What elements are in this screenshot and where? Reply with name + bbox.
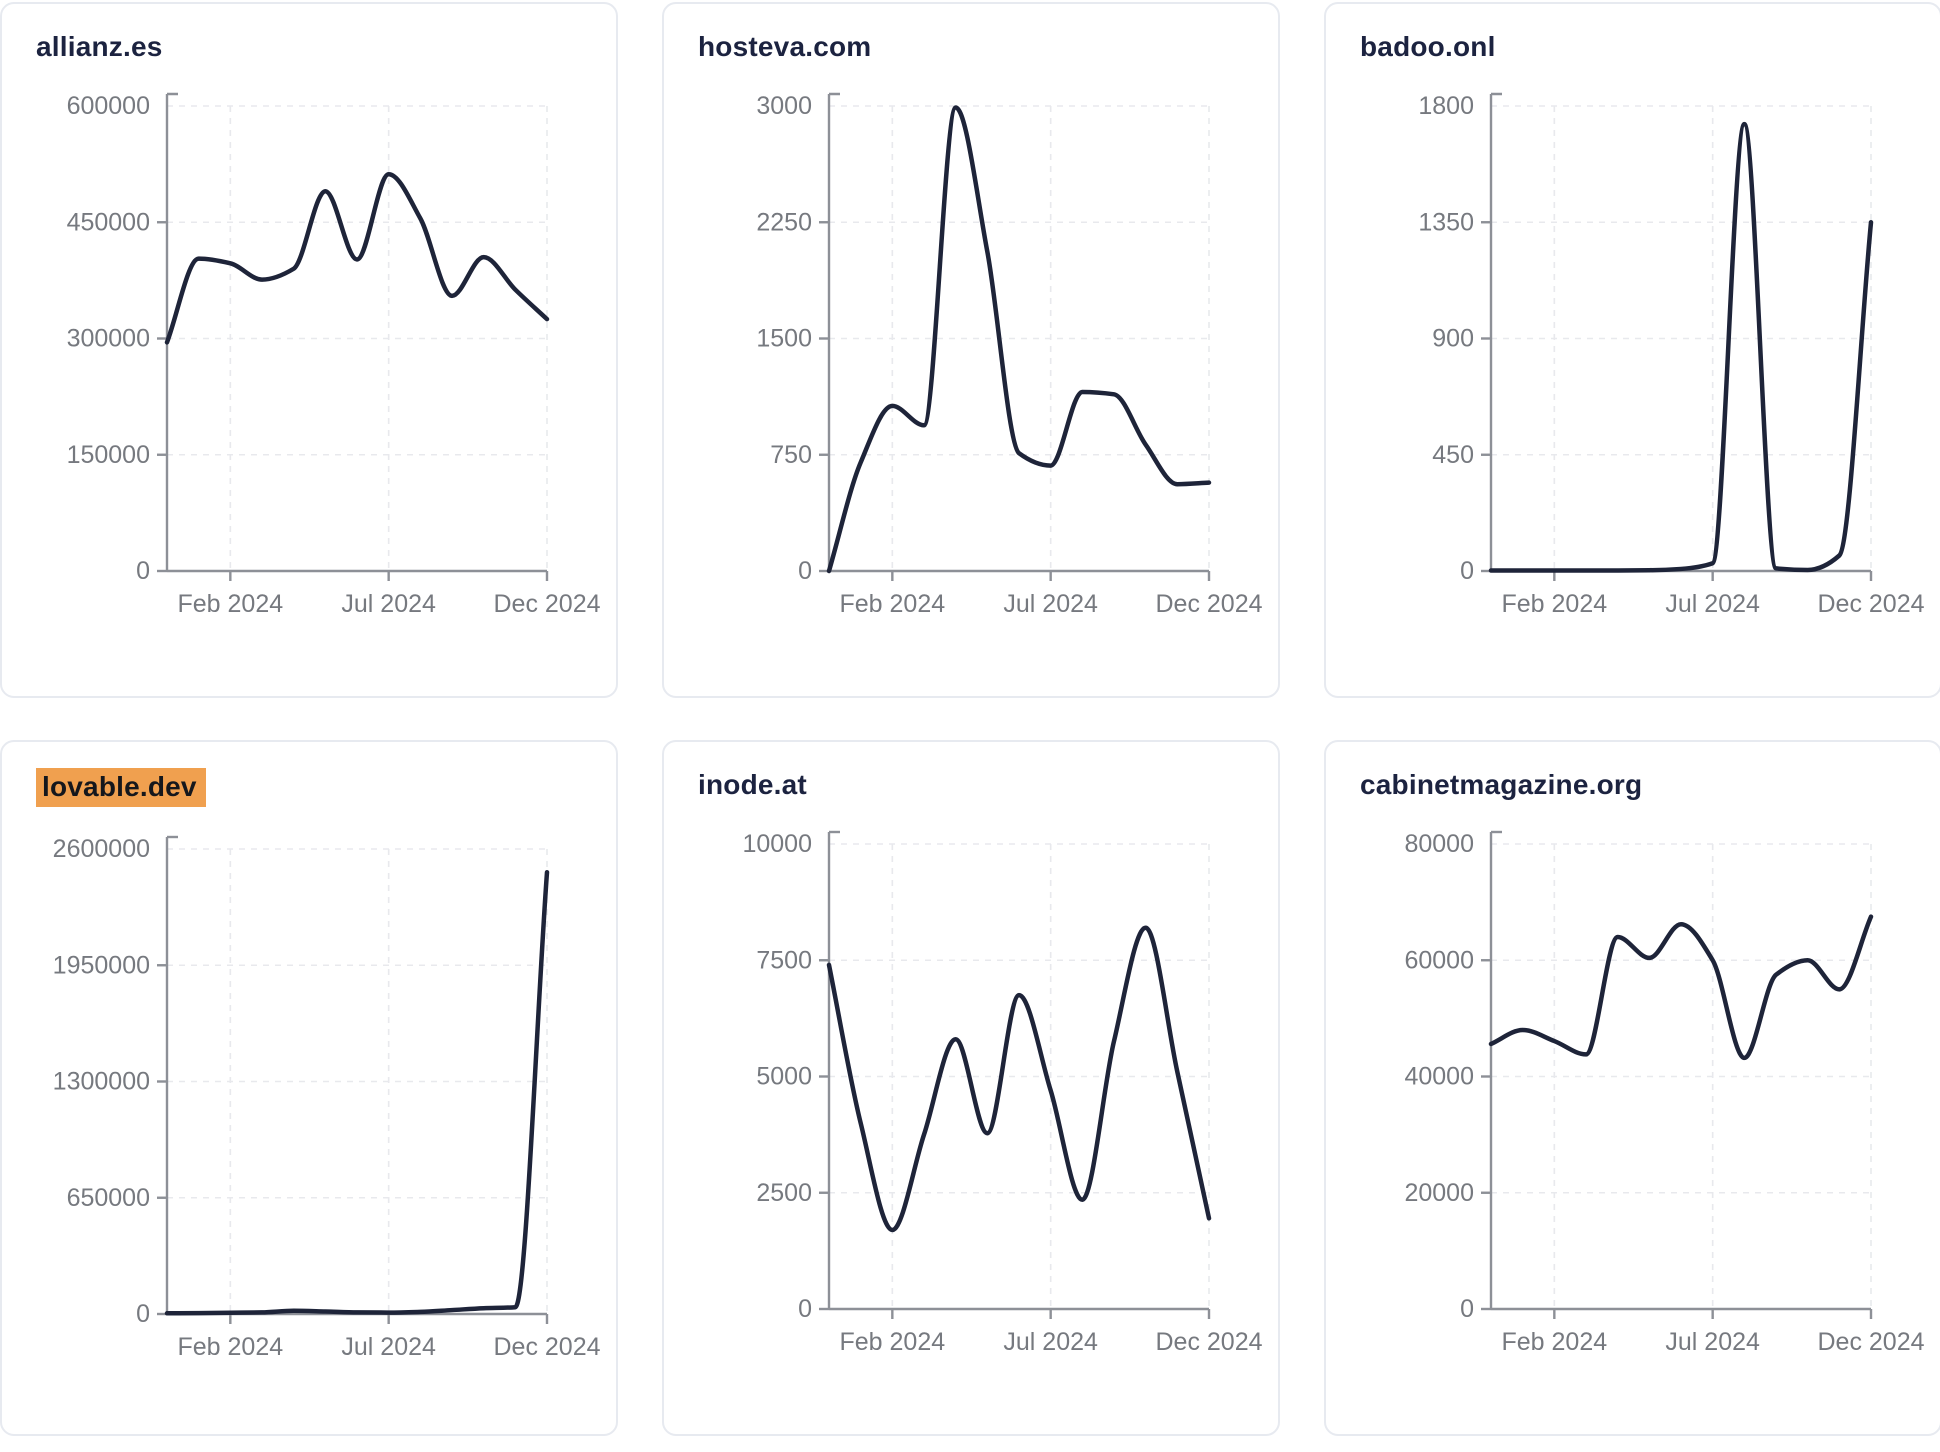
y-tick-label: 300000 bbox=[67, 325, 150, 353]
y-tick-label: 1800 bbox=[1418, 92, 1474, 120]
x-tick-label: Feb 2024 bbox=[1502, 1328, 1608, 1356]
traffic-line-chart[interactable]: 0 750 1500 2250 3000 Feb 2024 Jul 2024 Dec 2024 bbox=[664, 66, 1280, 672]
x-tick-label: Dec 2024 bbox=[1155, 590, 1262, 618]
series-line bbox=[1488, 121, 1874, 573]
x-tick-label: Jul 2024 bbox=[341, 1333, 436, 1361]
series-line bbox=[826, 105, 1212, 574]
axis-labels: 0 2500 5000 7500 10000 Feb 2024 Jul 2024 Dec 20… bbox=[742, 830, 1262, 1356]
x-tick-label: Feb 2024 bbox=[840, 1328, 946, 1356]
chart-title: allianz.es bbox=[36, 31, 163, 62]
y-tick-label: 450000 bbox=[67, 208, 150, 236]
traffic-line-chart[interactable]: 0 2500 5000 7500 10000 Feb 2024 Jul 2024 Dec 20… bbox=[664, 804, 1280, 1410]
axes bbox=[157, 835, 549, 1324]
y-tick-label: 650000 bbox=[67, 1184, 150, 1212]
y-tick-label: 0 bbox=[1460, 557, 1474, 585]
y-tick-label: 600000 bbox=[67, 92, 150, 120]
chart-title-row: badoo.onl bbox=[1326, 4, 1940, 64]
y-tick-label: 20000 bbox=[1404, 1179, 1474, 1207]
y-tick-label: 1300000 bbox=[53, 1068, 150, 1096]
chart-card-lovable-dev: lovable.dev 0 650000 1300000 1950000 2600000… bbox=[0, 740, 618, 1436]
chart-title-row: allianz.es bbox=[2, 4, 616, 64]
x-tick-label: Jul 2024 bbox=[1003, 590, 1098, 618]
chart-card-inode-at: inode.at 0 2500 5000 7500 10000 Feb 2024 Jul 2… bbox=[662, 740, 1280, 1436]
chart-title-row: hosteva.com bbox=[664, 4, 1278, 64]
axis-labels: 0 750 1500 2250 3000 Feb 2024 Jul 2024 Dec 2024 bbox=[756, 92, 1262, 618]
chart-card-badoo-onl: badoo.onl 0 450 900 1350 1800 Feb 2024 Jul 202… bbox=[1324, 2, 1940, 698]
axis-labels: 0 20000 40000 60000 80000 Feb 2024 Jul 2024 Dec… bbox=[1404, 830, 1924, 1356]
y-tick-label: 3000 bbox=[756, 92, 812, 120]
y-tick-label: 5000 bbox=[756, 1063, 812, 1091]
y-tick-label: 0 bbox=[1460, 1295, 1474, 1323]
axis-labels: 0 150000 300000 450000 600000 Feb 2024 Jul 202… bbox=[67, 92, 601, 618]
x-tick-label: Feb 2024 bbox=[178, 1333, 284, 1361]
gridlines bbox=[829, 843, 1210, 1309]
gridlines bbox=[1491, 105, 1872, 571]
y-tick-label: 0 bbox=[136, 557, 150, 585]
y-tick-label: 2500 bbox=[756, 1179, 812, 1207]
gridlines bbox=[1491, 843, 1872, 1309]
axes bbox=[1481, 830, 1873, 1319]
y-tick-label: 1350 bbox=[1418, 208, 1474, 236]
y-tick-label: 2250 bbox=[756, 208, 812, 236]
axis-labels: 0 650000 1300000 1950000 2600000 Feb 2024 Jul … bbox=[53, 835, 601, 1361]
gridlines bbox=[167, 848, 548, 1314]
chart-title: lovable.dev bbox=[36, 768, 206, 807]
traffic-line-chart[interactable]: 0 650000 1300000 1950000 2600000 Feb 2024 Jul … bbox=[2, 809, 618, 1415]
y-tick-label: 7500 bbox=[756, 946, 812, 974]
chart-title: inode.at bbox=[698, 769, 807, 800]
traffic-line-chart[interactable]: 0 450 900 1350 1800 Feb 2024 Jul 2024 Dec 2024 bbox=[1326, 66, 1940, 672]
y-tick-label: 750 bbox=[770, 441, 812, 469]
y-tick-label: 2600000 bbox=[53, 835, 150, 863]
x-tick-label: Jul 2024 bbox=[1665, 590, 1760, 618]
x-tick-label: Feb 2024 bbox=[1502, 590, 1608, 618]
chart-title: cabinetmagazine.org bbox=[1360, 769, 1643, 800]
y-tick-label: 40000 bbox=[1404, 1063, 1474, 1091]
chart-title: badoo.onl bbox=[1360, 31, 1496, 62]
chart-title-row: cabinetmagazine.org bbox=[1326, 742, 1940, 802]
y-tick-label: 1950000 bbox=[53, 951, 150, 979]
series-line bbox=[1488, 914, 1874, 1061]
x-tick-label: Dec 2024 bbox=[493, 1333, 600, 1361]
axis-labels: 0 450 900 1350 1800 Feb 2024 Jul 2024 Dec 2024 bbox=[1418, 92, 1924, 618]
traffic-line-chart[interactable]: 0 150000 300000 450000 600000 Feb 2024 Jul 202… bbox=[2, 66, 618, 672]
series-line bbox=[164, 171, 550, 345]
x-tick-label: Dec 2024 bbox=[493, 590, 600, 618]
y-tick-label: 60000 bbox=[1404, 946, 1474, 974]
y-tick-label: 0 bbox=[798, 1295, 812, 1323]
y-tick-label: 450 bbox=[1432, 441, 1474, 469]
x-tick-label: Jul 2024 bbox=[341, 590, 436, 618]
chart-card-allianz-es: allianz.es 0 150000 300000 450000 600000 Feb … bbox=[0, 2, 618, 698]
x-tick-label: Feb 2024 bbox=[840, 590, 946, 618]
x-tick-label: Jul 2024 bbox=[1003, 1328, 1098, 1356]
gridlines bbox=[167, 105, 548, 571]
gridlines bbox=[829, 105, 1210, 571]
y-tick-label: 80000 bbox=[1404, 830, 1474, 858]
chart-title-row: inode.at bbox=[664, 742, 1278, 802]
y-tick-label: 10000 bbox=[742, 830, 812, 858]
chart-card-cabinetmagazine-org: cabinetmagazine.org 0 20000 40000 60000 8000… bbox=[1324, 740, 1940, 1436]
axes bbox=[157, 92, 549, 581]
series-line bbox=[826, 925, 1212, 1233]
chart-title: hosteva.com bbox=[698, 31, 872, 62]
y-tick-label: 900 bbox=[1432, 325, 1474, 353]
axes bbox=[819, 830, 1211, 1319]
x-tick-label: Jul 2024 bbox=[1665, 1328, 1760, 1356]
traffic-line-chart[interactable]: 0 20000 40000 60000 80000 Feb 2024 Jul 2024 Dec… bbox=[1326, 804, 1940, 1410]
x-tick-label: Feb 2024 bbox=[178, 590, 284, 618]
axes bbox=[819, 92, 1211, 581]
y-tick-label: 0 bbox=[798, 557, 812, 585]
chart-card-hosteva-com: hosteva.com 0 750 1500 2250 3000 Feb 2024 Jul … bbox=[662, 2, 1280, 698]
axes bbox=[1481, 92, 1873, 581]
y-tick-label: 150000 bbox=[67, 441, 150, 469]
x-tick-label: Dec 2024 bbox=[1817, 590, 1924, 618]
series-line bbox=[164, 870, 550, 1316]
x-tick-label: Dec 2024 bbox=[1817, 1328, 1924, 1356]
y-tick-label: 0 bbox=[136, 1300, 150, 1328]
y-tick-label: 1500 bbox=[756, 325, 812, 353]
chart-title-row: lovable.dev bbox=[2, 742, 616, 807]
x-tick-label: Dec 2024 bbox=[1155, 1328, 1262, 1356]
